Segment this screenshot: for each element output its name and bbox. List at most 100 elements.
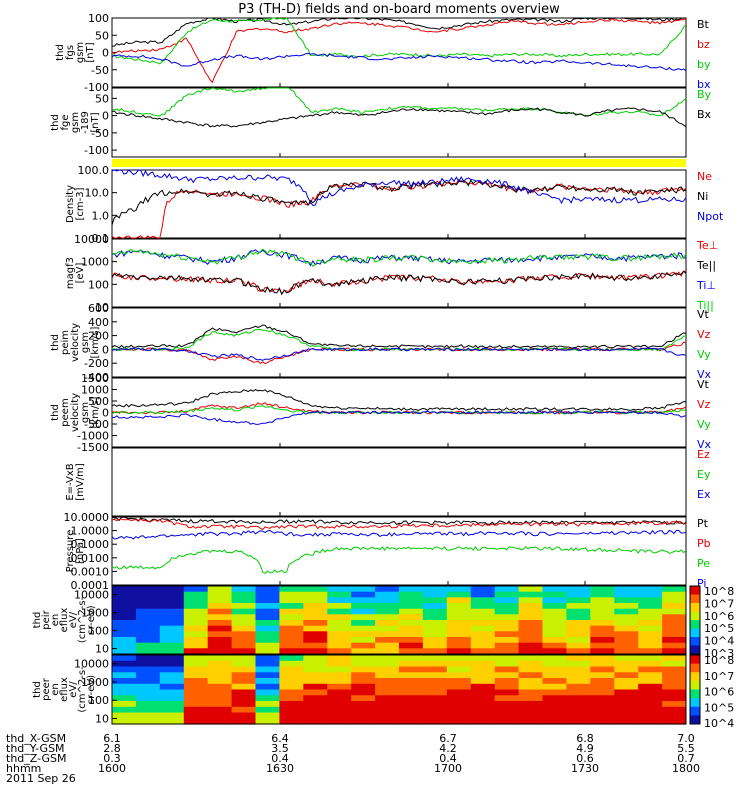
series-line-Ti|| <box>111 248 687 267</box>
spectrogram-cell <box>207 648 233 655</box>
colorbar-frame <box>689 585 701 655</box>
spectrogram-cell <box>638 678 663 685</box>
spectrogram-cell <box>422 695 448 702</box>
spectrogram-cell <box>375 597 400 604</box>
spectrogram-cell <box>614 648 639 655</box>
spectrogram-cell <box>112 620 137 627</box>
y-tick-label: 50 <box>95 29 109 42</box>
spectrogram-cell <box>662 672 687 679</box>
y-tick-label: 1500 <box>81 372 109 385</box>
spectrogram-cell <box>566 637 591 644</box>
spectrogram-cell <box>112 678 137 685</box>
colorbar-label: 10^4 <box>704 635 734 648</box>
spectrogram-cell <box>159 718 185 725</box>
spectrogram-cell <box>135 683 161 691</box>
legend-entry: Pe <box>697 557 710 570</box>
spectrogram-cell <box>590 597 615 604</box>
spectrogram-cell <box>662 706 687 714</box>
colorbar-segment <box>690 628 700 638</box>
panel-frame <box>111 447 687 517</box>
spectrogram-cell <box>303 666 328 673</box>
spectrogram-cell <box>590 625 615 632</box>
spectrogram-cell <box>159 701 185 708</box>
colorbar-segment <box>690 620 700 629</box>
spectrogram-cell <box>112 718 137 725</box>
spectrogram-cell <box>159 706 185 714</box>
spectrogram-cell <box>351 701 376 708</box>
spectrogram-cell <box>279 660 304 668</box>
spectrogram-cell <box>662 620 687 627</box>
y-tick-label: 0.1000 <box>71 538 110 551</box>
spectrogram-cell <box>399 625 424 632</box>
spectrogram-cell <box>351 614 376 621</box>
spectrogram-cell <box>303 631 328 638</box>
spectrogram-cell <box>542 597 567 604</box>
spectrogram-2: 10000 1000 100 10 thdpeerenefluxeV/(cm^2-s-s… <box>32 654 734 730</box>
spectrogram-cell <box>542 695 567 702</box>
spectrogram-cell <box>518 689 543 696</box>
spectrogram-cell <box>327 666 352 673</box>
series-line-by <box>111 17 687 65</box>
y-axis-label: gsm <box>70 112 81 133</box>
spectrogram-cell <box>135 642 161 649</box>
spectrogram-cell <box>638 603 663 610</box>
spectrogram-cell <box>566 683 591 691</box>
colorbar-segment <box>690 706 700 716</box>
spectrogram-cell <box>566 586 591 593</box>
spectrogram-cell <box>375 637 400 644</box>
spectrogram-cell <box>614 603 639 610</box>
spectrogram-cell <box>470 586 496 593</box>
legend-entry: Ne <box>697 170 712 183</box>
spectrogram-cell <box>638 666 663 673</box>
spectrogram-cell <box>662 591 687 598</box>
y-axis-label: en <box>50 614 61 627</box>
y-tick-label: 100 <box>88 694 109 707</box>
spectrogram-cell <box>614 695 639 702</box>
spectrogram-cell <box>470 672 496 679</box>
footer-value: 2.8 <box>103 742 121 755</box>
spectrogram-cell <box>112 586 137 593</box>
spectrogram-cell <box>518 706 543 714</box>
spectrogram-cell <box>183 591 209 598</box>
spectrogram-cell <box>279 586 304 593</box>
spectrogram-cell <box>303 678 328 685</box>
colorbar-segment <box>690 672 700 682</box>
spectrogram-cell <box>494 718 520 725</box>
spectrogram-cell <box>279 625 304 632</box>
spectrogram-cell <box>183 614 209 621</box>
y-tick-label: 0.0010 <box>71 565 110 578</box>
spectrogram-cell <box>375 672 400 679</box>
spectrogram-cell <box>231 683 256 691</box>
spectrogram-cell <box>303 648 328 655</box>
spectrogram-cell <box>542 648 567 655</box>
series-line-Vy <box>111 405 687 415</box>
y-tick-label: 100.0 <box>78 164 110 177</box>
spectrogram-cell <box>207 625 233 632</box>
spectrogram-cell <box>279 642 304 649</box>
spectrogram-cell <box>470 683 496 691</box>
spectrogram-cell <box>159 608 185 615</box>
spectrogram-cell <box>638 712 663 719</box>
spectrogram-cell <box>542 718 567 725</box>
y-tick-label: -50 <box>91 127 109 140</box>
spectrogram-cell <box>135 701 161 708</box>
spectrogram-cell <box>566 666 591 673</box>
spectrogram-cell <box>638 718 663 725</box>
spectrogram-cell <box>399 655 424 662</box>
spectrogram-cell <box>183 603 209 610</box>
y-tick-label: 0.1 <box>92 232 110 245</box>
spectrogram-cell <box>662 631 687 638</box>
spectrogram-cell <box>207 586 233 593</box>
footer-value: 1730 <box>571 762 599 775</box>
spectrogram-cell <box>351 683 376 691</box>
spectrogram-cell <box>542 678 567 685</box>
spectrogram-cell <box>135 614 161 621</box>
spectrogram-cell <box>446 637 472 644</box>
spectrogram-cell <box>518 695 543 702</box>
spectrogram-cell <box>327 637 352 644</box>
colorbar-segment <box>690 655 700 665</box>
spectrogram-cell <box>446 586 472 593</box>
spectrogram-cell <box>207 666 233 673</box>
y-tick-label: 10000 <box>74 589 109 602</box>
spectrogram-cell <box>494 597 520 604</box>
